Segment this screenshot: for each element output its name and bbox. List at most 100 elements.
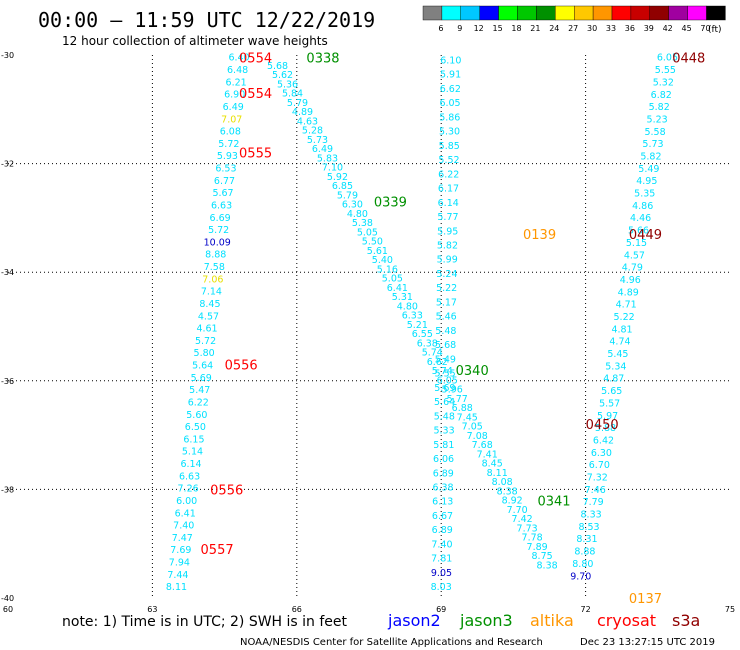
pass-time-label: 0556 <box>210 483 243 498</box>
wave-height-label: 6.30 <box>342 200 363 211</box>
wave-height-label: 6.13 <box>432 497 453 508</box>
wave-height-label: 6.00 <box>176 496 197 507</box>
scale-tick-label: 42 <box>663 24 673 33</box>
scale-tick-label: 9 <box>457 24 462 33</box>
wave-height-label: 6.69 <box>210 213 231 224</box>
wave-height-label: 4.57 <box>198 311 219 322</box>
wave-height-label: 4.81 <box>611 324 632 335</box>
wave-height-label: 5.22 <box>436 283 457 294</box>
wave-height-label: 6.33 <box>402 311 423 322</box>
wave-height-label: 7.45 <box>457 412 478 423</box>
scale-swatch <box>630 5 651 21</box>
wave-height-label: 4.87 <box>603 374 624 385</box>
wave-height-label: 5.95 <box>437 226 458 237</box>
y-tick-label: -32 <box>1 160 14 169</box>
wave-height-label: 6.82 <box>651 90 672 101</box>
wave-height-label: 6.89 <box>433 468 454 479</box>
scale-swatch <box>592 5 613 21</box>
wave-height-label: 7.46 <box>585 485 606 496</box>
legend-entry: jason3 <box>459 611 513 630</box>
wave-height-label: 4.80 <box>397 301 418 312</box>
wave-height-label: 7.89 <box>527 542 548 553</box>
wave-height-label: 7.44 <box>167 570 188 581</box>
wave-height-label: 6.67 <box>432 511 453 522</box>
y-tick-label: -30 <box>1 51 14 60</box>
wave-height-label: 6.15 <box>183 434 204 445</box>
scale-tick-label: 21 <box>530 24 540 33</box>
wave-height-label: 5.49 <box>638 164 659 175</box>
wave-height-label: 6.14 <box>180 459 201 470</box>
footer-note: note: 1) Time is in UTC; 2) SWH is in fe… <box>62 614 348 630</box>
wave-height-label: 6.70 <box>589 460 610 471</box>
axis-labels: 60 63 66 69 72 75 -30 -32 -34 -36 -38 -40 <box>1 51 735 614</box>
wave-height-label: 5.60 <box>186 410 207 421</box>
wave-height-label: 4.96 <box>620 275 641 286</box>
wave-height-label: 5.67 <box>212 188 233 199</box>
scale-tick-label: 6 <box>438 24 443 33</box>
wave-height-label: 5.50 <box>362 237 383 248</box>
wave-height-label: 8.38 <box>537 560 558 571</box>
wave-height-label: 7.07 <box>221 114 242 125</box>
y-tick-label: -38 <box>1 485 14 494</box>
wave-height-label: 8.45 <box>482 459 503 470</box>
wave-height-label: 9.05 <box>431 568 452 579</box>
wave-height-label: 6.38 <box>432 482 453 493</box>
wave-tracks: 6.406.486.216.906.497.076.085.725.936.53… <box>166 53 678 593</box>
x-tick-label: 60 <box>3 605 13 614</box>
wave-height-label: 5.79 <box>287 98 308 109</box>
satellite-legend: jason2 jason3 altika cryosat s3a <box>387 611 700 630</box>
wave-height-label: 6.88 <box>452 403 473 414</box>
wave-height-label: 5.86 <box>439 112 460 123</box>
wave-height-label: 7.47 <box>172 533 193 544</box>
scale-tick-label: 36 <box>625 24 635 33</box>
wave-height-label: 5.23 <box>647 114 668 125</box>
wave-height-label: 7.70 <box>507 505 528 516</box>
legend-entry: s3a <box>672 611 700 630</box>
wave-height-label: 6.42 <box>593 435 614 446</box>
wave-height-label: 6.62 <box>440 84 461 95</box>
scale-swatch <box>649 5 669 21</box>
wave-height-label: 5.81 <box>433 440 454 451</box>
wave-height-label: 5.55 <box>435 369 456 380</box>
wave-height-label: 7.14 <box>201 287 222 298</box>
wave-height-label: 5.32 <box>653 77 674 88</box>
wave-height-label: 6.05 <box>657 53 678 64</box>
wave-height-label: 5.62 <box>272 70 293 81</box>
wave-height-label: 5.22 <box>614 312 635 323</box>
wave-height-label: 5.05 <box>357 227 378 238</box>
wave-height-label: 8.03 <box>431 582 452 593</box>
x-tick-label: 63 <box>147 605 157 614</box>
wave-height-label: 5.72 <box>208 225 229 236</box>
scale-tick-label: 27 <box>568 24 578 33</box>
wave-height-label: 5.79 <box>337 190 358 201</box>
wave-height-label: 7.05 <box>462 422 483 433</box>
wave-height-label: 5.97 <box>597 411 618 422</box>
wave-height-label: 5.99 <box>437 255 458 266</box>
wave-height-label: 6.05 <box>439 98 460 109</box>
wave-height-label: 6.41 <box>175 508 196 519</box>
wave-height-label: 7.10 <box>322 163 343 174</box>
x-tick-label: 69 <box>436 605 446 614</box>
wave-height-label: 6.55 <box>412 329 433 340</box>
wave-height-label: 5.80 <box>194 348 215 359</box>
legend-entry: altika <box>530 611 574 630</box>
wave-height-label: 5.73 <box>307 135 328 146</box>
wave-height-label: 6.63 <box>211 200 232 211</box>
pass-time-label: 0448 <box>672 52 705 67</box>
scale-tick-label: 70 <box>700 24 710 33</box>
wave-height-label: 5.24 <box>436 269 457 280</box>
wave-height-label: 8.92 <box>502 496 523 507</box>
pass-time-label: 0556 <box>225 359 258 374</box>
wave-height-label: 5.33 <box>433 426 454 437</box>
wave-height-label: 5.57 <box>599 398 620 409</box>
scale-tick-label: 45 <box>682 24 692 33</box>
scale-swatch <box>479 5 499 21</box>
wave-height-label: 6.48 <box>227 65 248 76</box>
wave-height-label: 4.89 <box>292 107 313 118</box>
wave-height-label: 7.40 <box>173 521 194 532</box>
wave-height-label: 5.85 <box>439 141 460 152</box>
y-tick-label: -34 <box>1 268 14 277</box>
wave-height-label: 8.11 <box>487 468 508 479</box>
x-tick-label: 72 <box>581 605 591 614</box>
scale-swatch <box>517 5 537 21</box>
